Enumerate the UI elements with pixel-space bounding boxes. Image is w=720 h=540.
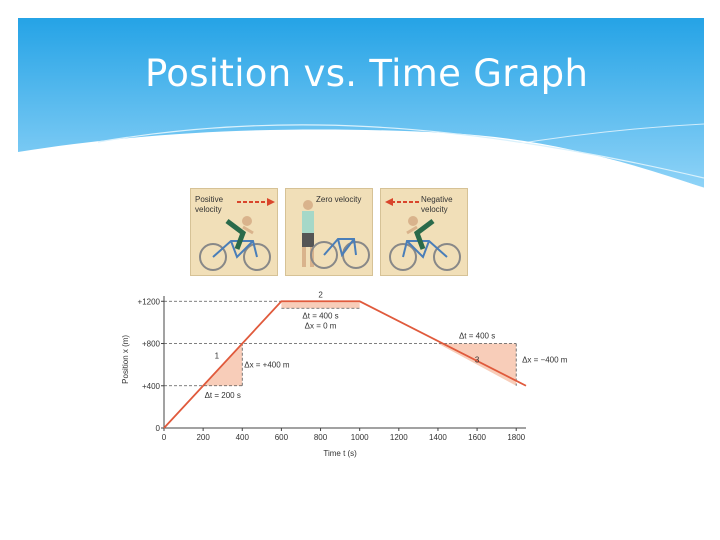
segment-1-label: 1 [215, 351, 220, 360]
right-arrow-icon [237, 198, 275, 206]
segment-2-dt: Δt = 400 s [302, 311, 338, 320]
panel-label: Zero velocity [316, 195, 362, 204]
left-arrow-icon [385, 198, 421, 206]
cyclist-icon [199, 216, 271, 271]
y-tick-label: +400 [142, 382, 161, 391]
x-tick-label: 1200 [390, 433, 408, 442]
x-tick-label: 800 [314, 433, 328, 442]
y-tick-label: 0 [156, 424, 161, 433]
x-tick-label: 400 [236, 433, 250, 442]
y-tick-label: +800 [142, 340, 161, 349]
y-axis-label: Position x (m) [121, 335, 130, 384]
x-tick-label: 1600 [468, 433, 486, 442]
position-time-chart: 0 200 400 600 800 1000 1200 1400 1600 1800 0 +400 +8… [121, 290, 568, 458]
x-tick-label: 1800 [507, 433, 525, 442]
header-banner [18, 18, 704, 189]
segment-2-shade [281, 301, 360, 309]
segment-3-dx: Δx = −400 m [522, 356, 568, 365]
panel-label: Positive velocity [195, 195, 224, 214]
segment-2-label: 2 [318, 290, 323, 299]
x-tick-label: 0 [162, 433, 167, 442]
segment-3-dt: Δt = 400 s [459, 332, 495, 341]
panel-zero-velocity: Zero velocity [285, 188, 373, 276]
x-axis-label: Time t (s) [323, 449, 357, 458]
segment-1-dx: Δx = +400 m [244, 361, 290, 370]
segment-3-shade [437, 343, 517, 386]
x-tick-label: 200 [196, 433, 210, 442]
illustration-panels: Positive velocity Zero velocity [190, 188, 468, 276]
x-tick-label: 1000 [351, 433, 369, 442]
segment-3-label: 3 [475, 356, 480, 365]
standing-cyclist-icon [302, 200, 370, 269]
cyclist-reverse-icon [389, 216, 461, 271]
segment-1-dt: Δt = 200 s [205, 391, 241, 400]
panel-negative-velocity: Negative velocity [380, 188, 468, 276]
slide-title: Position vs. Time Graph [145, 52, 589, 95]
x-tick-label: 1400 [429, 433, 447, 442]
series-line [163, 300, 527, 429]
panel-label: Negative velocity [421, 195, 453, 214]
segment-2-dx: Δx = 0 m [305, 321, 337, 330]
y-tick-label: +1200 [138, 297, 161, 306]
panel-positive-velocity: Positive velocity [190, 188, 278, 276]
x-tick-label: 600 [275, 433, 289, 442]
